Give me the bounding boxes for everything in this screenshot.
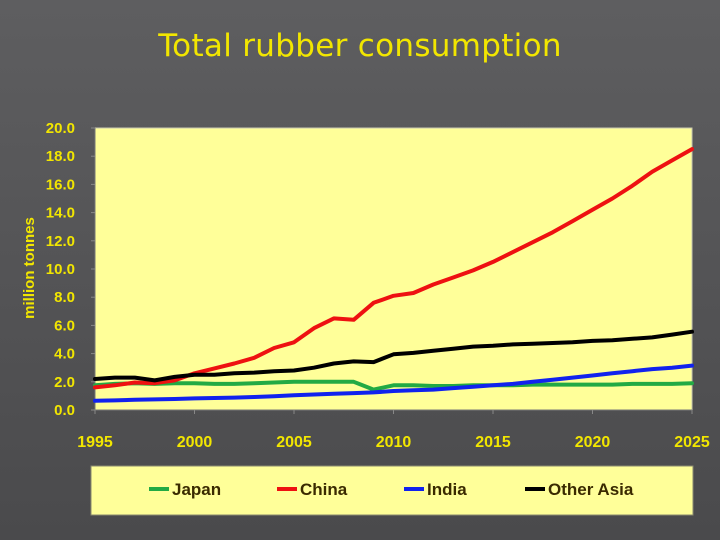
x-tick-label: 2010	[376, 434, 412, 451]
y-tick-labels: 0.0 2.0 4.0 6.0 8.0 10.0 12.0 14.0 16.0 18.0 20.0	[46, 120, 95, 419]
y-tick-label: 8.0	[54, 289, 75, 306]
legend-item-japan: Japan	[149, 480, 221, 499]
legend-item-india: India	[404, 480, 467, 499]
y-tick-label: 18.0	[46, 148, 75, 165]
legend-label-china: China	[300, 480, 348, 499]
x-tick-labels: 1995 2000 2005 2010 2015 2020 2025	[77, 410, 710, 451]
x-tick-label: 2025	[674, 434, 710, 451]
y-tick-label: 10.0	[46, 261, 75, 278]
series-lines	[93, 147, 694, 403]
y-tick-label: 12.0	[46, 233, 75, 250]
y-tick-label: 0.0	[54, 402, 75, 419]
y-tick-label: 20.0	[46, 120, 75, 137]
x-tick-label: 2005	[276, 434, 312, 451]
legend-label-india: India	[427, 480, 467, 499]
legend-item-china: China	[277, 480, 348, 499]
y-tick-label: 4.0	[54, 346, 75, 363]
legend-item-other-asia: Other Asia	[525, 480, 634, 499]
y-tick-label: 16.0	[46, 176, 75, 193]
plot-area	[94, 127, 693, 411]
series-line-japan	[93, 379, 694, 392]
x-tick-label: 2015	[475, 434, 511, 451]
x-tick-label: 1995	[77, 434, 113, 451]
x-tick-label: 2020	[575, 434, 611, 451]
legend-label-japan: Japan	[172, 480, 221, 499]
legend-box	[90, 465, 694, 516]
y-axis-label: million tonnes	[21, 217, 38, 319]
legend: Japan China India Other Asia	[149, 480, 634, 499]
y-tick-label: 6.0	[54, 317, 75, 334]
y-tick-label: 14.0	[46, 205, 75, 222]
series-line-india	[93, 363, 694, 403]
series-line-other-asia	[93, 329, 694, 383]
x-tick-label: 2000	[177, 434, 213, 451]
chart-title: Total rubber consumption	[158, 28, 562, 64]
y-tick-label: 2.0	[54, 374, 75, 391]
legend-label-other-asia: Other Asia	[548, 480, 634, 499]
